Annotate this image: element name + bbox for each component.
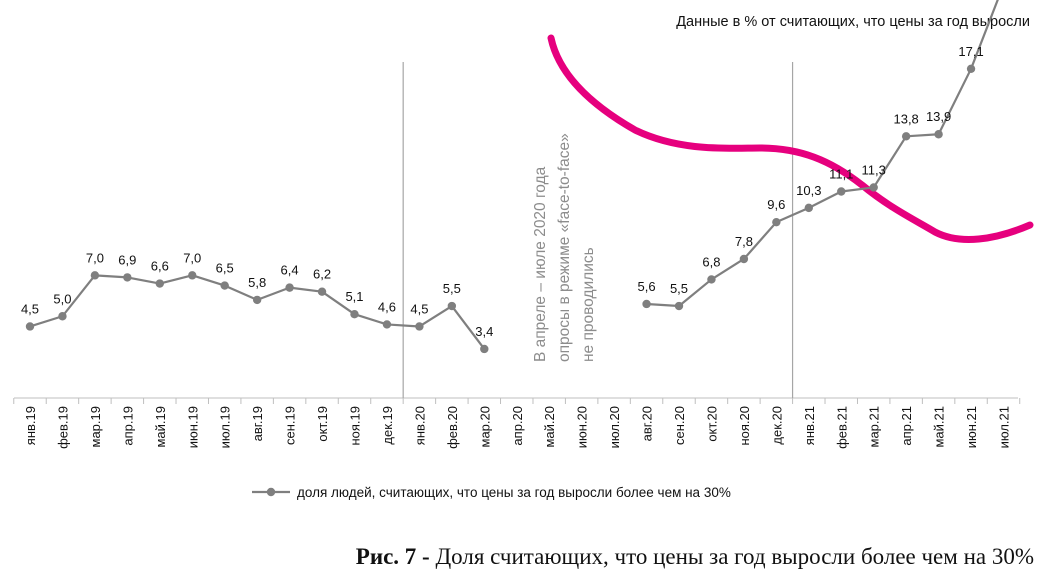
x-tick-label: мар.20 [477, 406, 492, 447]
data-label: 7,8 [735, 234, 753, 249]
data-point [58, 312, 67, 321]
x-tick-label: дек.19 [380, 406, 395, 445]
data-point [772, 217, 781, 227]
data-point [25, 322, 35, 331]
data-point [707, 275, 716, 284]
data-point [188, 271, 197, 280]
data-point [123, 273, 132, 282]
data-label: 4,5 [21, 301, 39, 316]
data-point [252, 295, 262, 305]
data-point [317, 287, 327, 296]
data-label: 6,9 [118, 252, 136, 267]
x-tick-label: авг.19 [250, 406, 265, 441]
data-label: 3,4 [475, 324, 493, 339]
data-point [966, 64, 976, 74]
x-tick-label: апр.20 [510, 406, 525, 446]
figure-number: Рис. 7 - [355, 544, 430, 569]
data-point [674, 301, 684, 311]
data-label: 6,4 [281, 263, 299, 278]
data-label: 5,6 [638, 279, 656, 294]
data-label: 17,1 [958, 44, 983, 59]
data-label: 5,1 [345, 289, 363, 304]
x-tick-label: сен.19 [283, 406, 298, 445]
data-label: 5,5 [443, 281, 461, 296]
data-point [415, 322, 424, 331]
data-label: 4,6 [378, 299, 396, 314]
gap-note-line: опросы в режиме «face-to-face» [556, 133, 573, 362]
x-tick-label: май.20 [542, 406, 557, 448]
figure-caption: Рис. 7 - Доля считающих, что цены за год… [356, 544, 1034, 570]
x-tick-label: окт.19 [315, 406, 330, 442]
x-tick-label: май.21 [932, 406, 947, 448]
highlight-curve [547, 34, 1034, 243]
data-point [480, 344, 489, 354]
data-label: 11,1 [829, 167, 853, 182]
x-tick-label: июл.20 [607, 406, 622, 448]
x-tick-label: фев.20 [445, 406, 460, 449]
data-label: 6,8 [702, 254, 720, 269]
x-tick-label: ноя.20 [737, 406, 752, 446]
legend-marker [266, 487, 276, 497]
data-label: 5,0 [53, 291, 71, 306]
x-tick-label: мар.19 [88, 406, 103, 447]
x-tick-label: окт.20 [704, 406, 719, 442]
data-point [869, 183, 878, 192]
data-label: 6,2 [313, 267, 331, 282]
data-label: 10,3 [796, 183, 821, 198]
data-label: 7,0 [86, 250, 104, 265]
data-label: 5,5 [670, 281, 688, 296]
data-label: 13,8 [893, 111, 918, 126]
chart-annotation: Данные в % от считающих, что цены за год… [676, 14, 1030, 30]
x-tick-label: июл.21 [997, 406, 1012, 448]
x-tick-label: янв.21 [802, 406, 817, 445]
x-tick-label: фев.21 [834, 406, 849, 449]
data-label: 11,3 [862, 162, 886, 177]
x-tick-label: мар.21 [867, 406, 882, 447]
x-tick-label: дек.20 [769, 406, 784, 445]
x-tick-label: янв.19 [23, 406, 38, 445]
x-tick-label: июн.20 [575, 406, 590, 448]
data-point [901, 132, 911, 141]
data-point [804, 203, 813, 213]
data-point [350, 310, 359, 319]
series-line [646, 0, 999, 308]
x-tick-label: июн.21 [964, 406, 979, 448]
data-point [220, 281, 229, 290]
data-label: 13,9 [926, 109, 951, 124]
x-tick-label: янв.20 [412, 406, 427, 445]
x-tick-label: фев.19 [55, 406, 70, 449]
data-label: 4,5 [410, 301, 428, 316]
x-tick-label: сен.20 [672, 406, 687, 445]
data-point [739, 254, 749, 264]
gap-note-line: не проводились [580, 247, 597, 362]
data-point [934, 130, 943, 139]
data-point [447, 301, 457, 311]
data-label: 6,5 [216, 261, 234, 276]
figure-title: Доля считающих, что цены за год выросли … [429, 544, 1034, 569]
legend-label: доля людей, считающих, что цены за год в… [297, 485, 731, 500]
x-tick-label: авг.20 [640, 406, 655, 441]
x-tick-label: апр.19 [120, 406, 135, 446]
data-label: 5,8 [248, 275, 266, 290]
data-point [155, 279, 164, 288]
x-tick-label: июн.19 [185, 406, 200, 448]
data-label: 7,0 [183, 250, 201, 265]
x-tick-label: апр.21 [899, 406, 914, 446]
gap-note-line: В апреле – июле 2020 года [532, 166, 549, 362]
data-point [90, 271, 100, 280]
data-label: 9,6 [767, 197, 785, 212]
x-tick-label: май.19 [153, 406, 168, 448]
x-tick-label: ноя.19 [348, 406, 363, 446]
data-point [382, 320, 392, 329]
data-point [285, 283, 294, 292]
data-label: 6,6 [151, 259, 169, 274]
data-point [642, 299, 651, 309]
x-tick-label: июл.19 [218, 406, 233, 448]
data-point [837, 187, 846, 196]
